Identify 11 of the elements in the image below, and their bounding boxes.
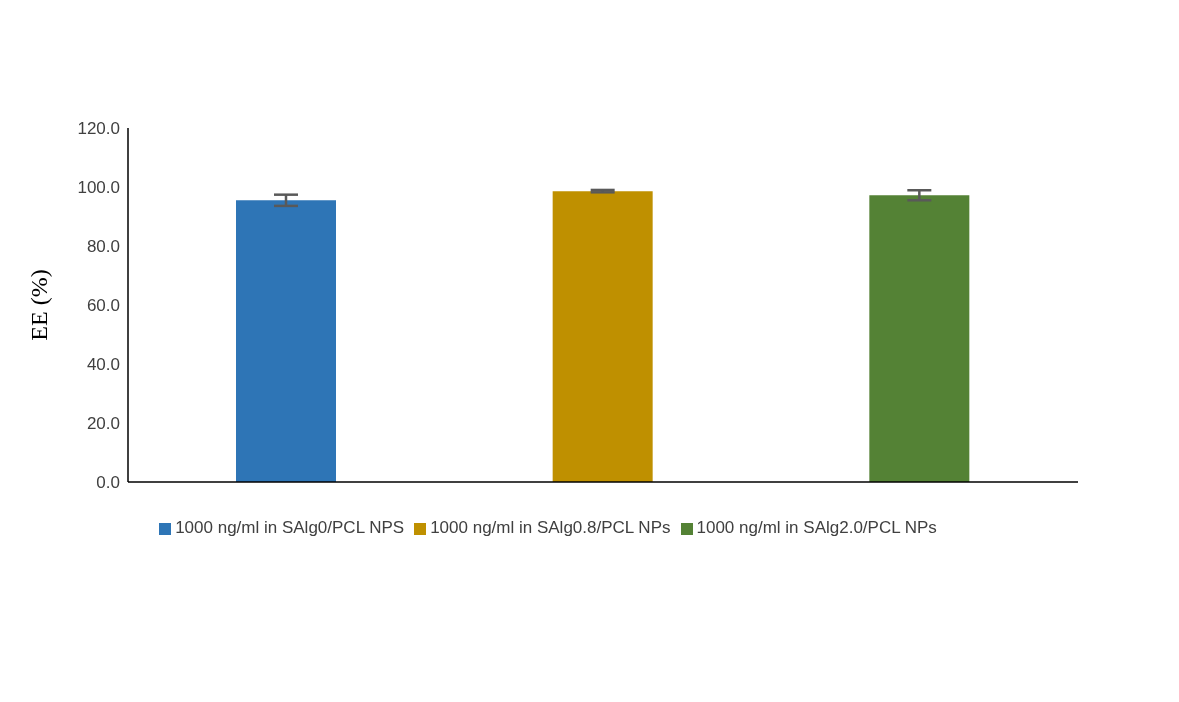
y-tick-label: 100.0 xyxy=(77,178,120,198)
legend-label: 1000 ng/ml in SAlg2.0/PCL NPs xyxy=(696,518,937,537)
y-tick-label: 60.0 xyxy=(86,296,120,316)
legend-label: 1000 ng/ml in SAlg0.8/PCL NPs xyxy=(430,518,671,537)
y-tick-label: 40.0 xyxy=(86,355,120,375)
y-tick-label: 20.0 xyxy=(86,414,120,434)
legend-label: 1000 ng/ml in SAlg0/PCL NPS xyxy=(175,518,405,537)
y-tick-label: 80.0 xyxy=(86,237,120,257)
y-tick-label: 120.0 xyxy=(77,119,120,139)
y-tick-label: 0.0 xyxy=(96,473,120,493)
y-axis-title: EE (%) xyxy=(25,269,52,341)
